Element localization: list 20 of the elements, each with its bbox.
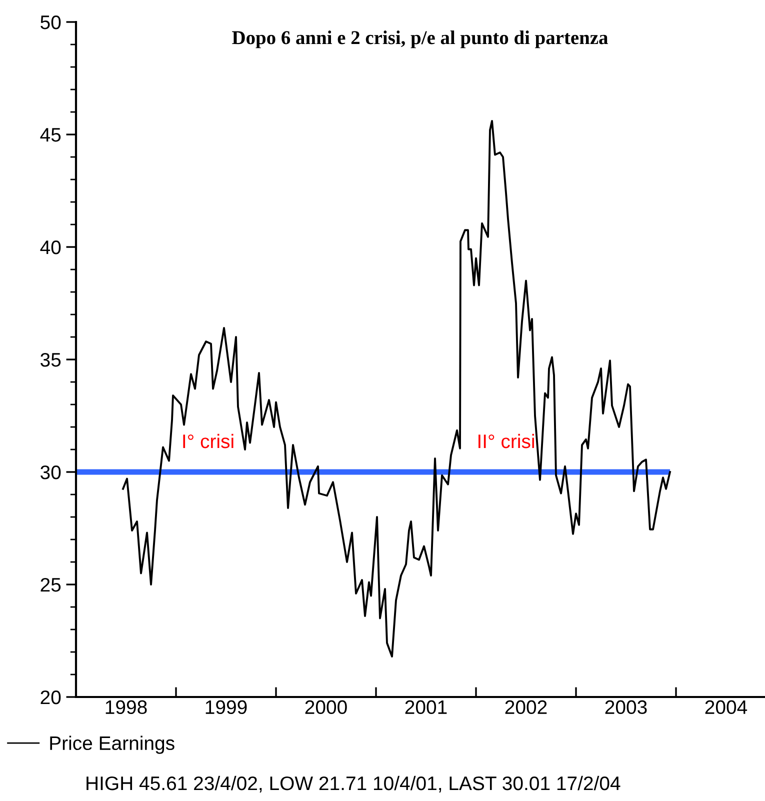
text: HIGH 45.61 23/4/02, LOW 21.71 10/4/01, LAST 30.01 17/2/04	[86, 776, 620, 793]
x-tick-label: 2001	[405, 700, 447, 714]
annotation: I° crisi	[183, 434, 234, 448]
legend-label: Price Earnings	[50, 736, 174, 754]
x-tick-label: 1998	[106, 700, 147, 714]
chart-title: Dopo 6 anni e 2 crisi, p/e al punto di partenza	[232, 30, 608, 48]
x-tick-label: 2000	[305, 700, 347, 714]
x-tick-label: 2003	[605, 700, 647, 714]
annotation: II° crisi	[478, 434, 534, 448]
y-tick-label: 40	[40, 240, 61, 254]
x-tick-label: 1999	[206, 700, 247, 714]
y-tick-label: 30	[40, 465, 61, 480]
x-tick-label: 2004	[705, 700, 748, 714]
y-tick-label: 25	[40, 578, 61, 592]
x-tick-label: 2002	[505, 700, 547, 714]
line-series	[122, 120, 671, 658]
y-tick-label: 45	[40, 128, 61, 142]
y-tick-label: 35	[40, 352, 61, 367]
y-tick-label: 50	[40, 15, 61, 30]
y-tick-label: 20	[40, 690, 61, 704]
